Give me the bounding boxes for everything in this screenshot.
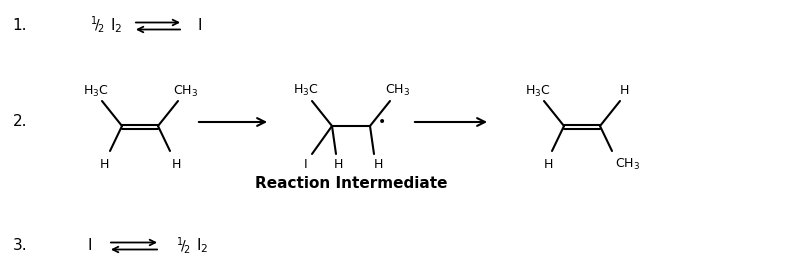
Text: $\mathrm{H_3C}$: $\mathrm{H_3C}$ [293,82,319,98]
Text: $\mathrm{CH_3}$: $\mathrm{CH_3}$ [386,82,411,98]
Text: I: I [87,238,92,253]
Text: H: H [373,158,382,170]
Text: I: I [198,19,202,33]
Text: H: H [333,158,343,170]
Text: $^1\!/_{\!2}$: $^1\!/_{\!2}$ [90,15,104,36]
Text: $\mathrm{CH_3}$: $\mathrm{CH_3}$ [173,84,198,99]
Text: $^1\!/_{\!2}$: $^1\!/_{\!2}$ [176,235,190,255]
Text: Reaction Intermediate: Reaction Intermediate [255,176,447,192]
Text: $\mathrm{H_3C}$: $\mathrm{H_3C}$ [525,84,551,99]
Text: 2.: 2. [13,115,28,130]
Text: H: H [171,158,181,170]
Text: H: H [100,158,109,170]
Text: 3.: 3. [13,238,28,253]
Text: H: H [544,158,552,170]
Text: 1.: 1. [13,19,28,33]
Text: $\mathrm{H_3C}$: $\mathrm{H_3C}$ [83,84,109,99]
Text: $\mathrm{I_2}$: $\mathrm{I_2}$ [196,237,208,255]
Text: I: I [305,158,308,170]
Text: $\mathrm{CH_3}$: $\mathrm{CH_3}$ [616,156,641,172]
Text: •: • [378,115,386,129]
Text: H: H [620,84,629,98]
Text: $\mathrm{I_2}$: $\mathrm{I_2}$ [110,17,122,35]
